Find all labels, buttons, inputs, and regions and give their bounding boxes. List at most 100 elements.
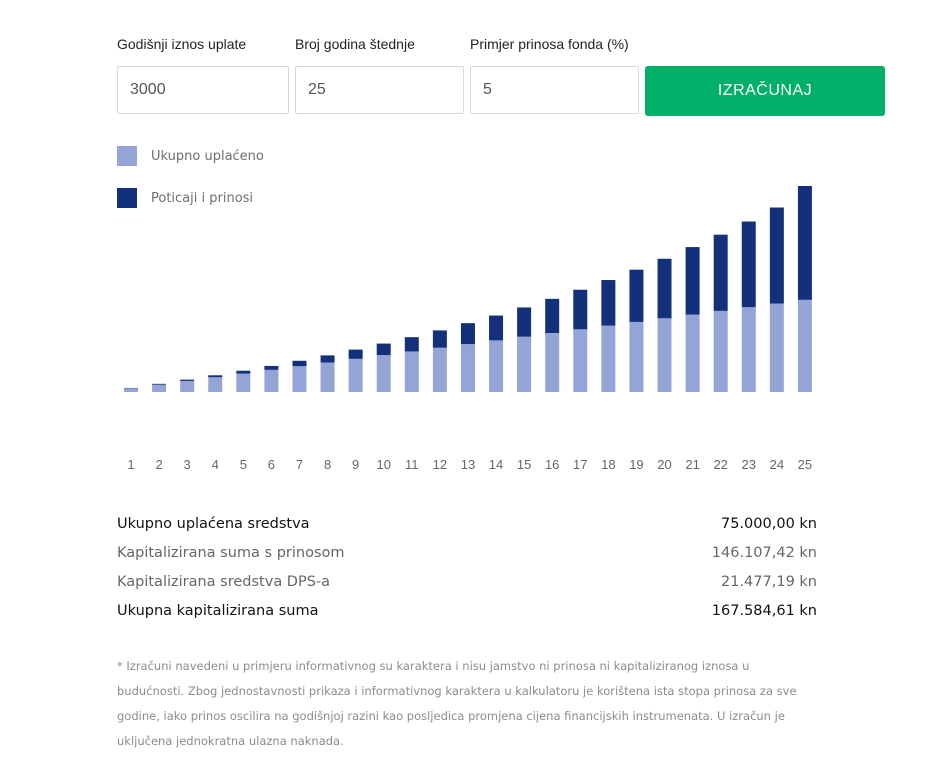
x-tick-label: 22 [713, 457, 727, 472]
legend-swatch-total-paid [117, 146, 137, 166]
bar-incentives-returns-10 [376, 343, 391, 356]
bar-incentives-returns-12 [432, 330, 447, 348]
summary-label: Ukupna kapitalizirana suma [117, 603, 319, 619]
x-tick-label: 20 [657, 457, 671, 472]
annual-payment-input[interactable] [117, 66, 289, 114]
disclaimer-text: * Izračuni navedeni u primjeru informati… [117, 659, 797, 748]
bar-total-paid-21 [685, 314, 700, 392]
x-tick-label: 1 [127, 457, 134, 472]
summary-row-dps-funds: Kapitalizirana sredstva DPS-a 21.477,19 … [117, 571, 817, 593]
bar-total-paid-25 [797, 299, 812, 392]
bar-incentives-returns-23 [741, 221, 756, 308]
bar-incentives-returns-19 [629, 269, 644, 322]
legend-item-total-paid: Ukupno uplaćeno [117, 146, 264, 166]
bar-total-paid-16 [545, 333, 560, 392]
bar-total-paid-20 [657, 318, 672, 392]
summary-label: Kapitalizirana suma s prinosom [117, 545, 345, 561]
x-tick-label: 5 [240, 457, 247, 472]
summary-label: Kapitalizirana sredstva DPS-a [117, 574, 331, 590]
bar-total-paid-3 [180, 380, 195, 392]
bar-incentives-returns-22 [713, 234, 728, 311]
bar-incentives-returns-3 [180, 379, 195, 381]
summary-value: 21.477,19 kn [721, 574, 817, 590]
summary-value: 75.000,00 kn [721, 516, 817, 532]
fund-return-label: Primjer prinosa fonda (%) [470, 36, 629, 52]
x-tick-label: 8 [324, 457, 331, 472]
bar-total-paid-6 [264, 369, 279, 392]
x-tick-label: 18 [601, 457, 615, 472]
x-tick-label: 13 [461, 457, 475, 472]
bar-incentives-returns-16 [545, 298, 560, 333]
x-tick-label: 4 [212, 457, 219, 472]
bar-total-paid-18 [601, 325, 616, 392]
x-tick-label: 2 [155, 457, 162, 472]
bar-total-paid-17 [573, 329, 588, 392]
bar-incentives-returns-25 [797, 186, 812, 300]
x-tick-label: 17 [573, 457, 587, 472]
bar-total-paid-24 [769, 303, 784, 392]
x-tick-label: 12 [433, 457, 447, 472]
bar-incentives-returns-24 [769, 207, 784, 304]
summary-value: 146.107,42 kn [711, 545, 817, 561]
bar-incentives-returns-2 [152, 383, 167, 385]
bar-incentives-returns-9 [348, 349, 363, 359]
x-tick-label: 15 [517, 457, 531, 472]
bar-incentives-returns-21 [685, 247, 700, 315]
bar-total-paid-1 [124, 388, 138, 392]
saving-years-label: Broj godina štednje [295, 36, 415, 52]
x-tick-label: 10 [376, 457, 390, 472]
x-tick-label: 7 [296, 457, 303, 472]
bar-total-paid-4 [208, 377, 223, 392]
bar-total-paid-7 [292, 366, 307, 392]
bar-incentives-returns-14 [489, 315, 504, 341]
x-tick-label: 16 [545, 457, 559, 472]
legend-item-incentives-returns: Poticaji i prinosi [117, 188, 253, 208]
fund-return-input[interactable] [470, 66, 639, 114]
annual-payment-label: Godišnji iznos uplate [117, 36, 247, 52]
legend-label-total-paid: Ukupno uplaćeno [151, 148, 264, 164]
bar-total-paid-13 [460, 344, 475, 392]
saving-years-input[interactable] [295, 66, 464, 114]
bar-incentives-returns-18 [601, 280, 616, 326]
bar-total-paid-8 [320, 362, 335, 392]
bar-total-paid-11 [404, 351, 419, 392]
calculate-button[interactable]: IZRAČUNAJ [645, 66, 885, 116]
x-tick-label: 9 [352, 457, 359, 472]
x-tick-label: 11 [405, 457, 419, 472]
savings-bar-chart: 1 2 3 4 5 6 7 8 9 10 11 12 13 14 15 16 17 18 19 20 21 22 23 24 2… [124, 186, 812, 472]
x-tick-label: 21 [685, 457, 699, 472]
bar-incentives-returns-20 [657, 258, 672, 319]
summary-value: 167.584,61 kn [711, 603, 817, 619]
bar-incentives-returns-17 [573, 289, 588, 330]
bar-total-paid-2 [152, 384, 167, 392]
summary-row-total-capitalized: Ukupna kapitalizirana suma 167.584,61 kn [117, 600, 817, 622]
bar-incentives-returns-7 [292, 360, 307, 367]
bar-total-paid-10 [376, 355, 391, 392]
bar-total-paid-15 [517, 336, 532, 392]
bar-total-paid-19 [629, 321, 644, 392]
legend-swatch-incentives-returns [117, 188, 137, 208]
bar-incentives-returns-15 [517, 307, 532, 337]
bar-total-paid-14 [489, 340, 504, 392]
summary-row-capitalized-with-return: Kapitalizirana suma s prinosom 146.107,4… [117, 542, 817, 564]
bar-incentives-returns-8 [320, 355, 335, 363]
bar-total-paid-12 [432, 347, 447, 392]
x-tick-label: 25 [798, 457, 812, 472]
summary-label: Ukupno uplaćena sredstva [117, 516, 310, 532]
bar-incentives-returns-5 [236, 370, 251, 374]
bar-total-paid-9 [348, 358, 363, 392]
bar-incentives-returns-11 [404, 337, 419, 352]
bar-total-paid-5 [236, 373, 251, 392]
bar-incentives-returns-4 [208, 375, 223, 378]
x-tick-label: 6 [268, 457, 275, 472]
bar-incentives-returns-6 [264, 365, 279, 370]
legend-label-incentives-returns: Poticaji i prinosi [151, 190, 254, 206]
x-tick-label: 19 [629, 457, 643, 472]
bar-incentives-returns-13 [460, 323, 475, 345]
x-tick-label: 3 [184, 457, 191, 472]
bar-total-paid-23 [741, 307, 756, 392]
bar-total-paid-22 [713, 310, 728, 392]
x-tick-label: 24 [770, 457, 784, 472]
summary-row-total-paid: Ukupno uplaćena sredstva 75.000,00 kn [117, 513, 817, 535]
x-tick-label: 14 [489, 457, 503, 472]
